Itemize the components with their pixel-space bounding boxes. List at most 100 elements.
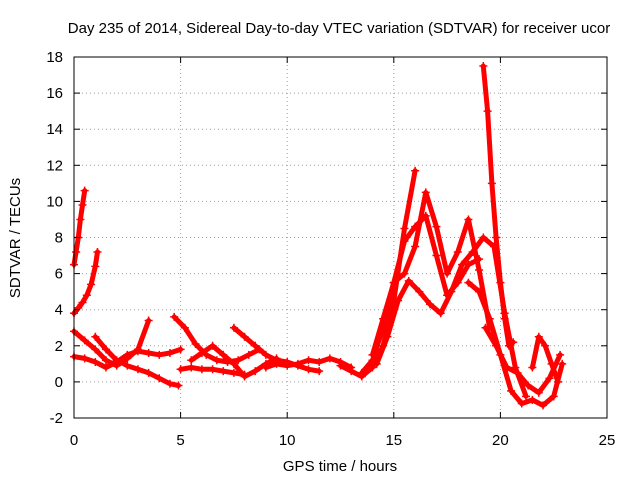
y-tick-label: 10 <box>46 193 63 210</box>
data-point <box>547 359 556 368</box>
data-point <box>517 399 526 408</box>
data-point <box>475 287 484 296</box>
data-point <box>261 350 270 359</box>
y-tick-label: 18 <box>46 49 63 66</box>
series-track-a <box>70 186 89 269</box>
data-point <box>155 374 164 383</box>
data-point <box>487 179 496 188</box>
data-point <box>272 359 281 368</box>
data-point <box>400 224 409 233</box>
data-point <box>464 215 473 224</box>
data-point <box>458 260 467 269</box>
series-track-f <box>170 312 264 367</box>
data-point <box>144 349 153 358</box>
data-point <box>426 300 435 309</box>
data-point <box>432 251 441 260</box>
data-point <box>443 269 452 278</box>
data-point <box>315 358 324 367</box>
data-point <box>174 381 183 390</box>
data-point <box>411 222 420 231</box>
series-line <box>480 63 516 349</box>
data-point <box>283 361 292 370</box>
data-point <box>72 247 81 256</box>
data-point <box>336 361 345 370</box>
data-point <box>549 392 558 401</box>
series-layer <box>70 62 567 410</box>
x-tick-label: 0 <box>70 432 78 449</box>
data-point <box>481 323 490 332</box>
data-point <box>197 349 206 358</box>
data-point <box>389 278 398 287</box>
data-point <box>492 341 501 350</box>
series-line <box>483 325 563 396</box>
data-point <box>528 395 537 404</box>
data-point <box>368 350 377 359</box>
data-point <box>144 368 153 377</box>
data-point <box>432 222 441 231</box>
data-point <box>187 363 196 372</box>
data-point <box>78 298 87 307</box>
data-point <box>101 363 110 372</box>
y-tick-label: 16 <box>46 85 63 102</box>
data-point <box>475 255 484 264</box>
data-point <box>74 303 83 312</box>
series-track-r <box>528 332 562 386</box>
y-tick-label: 6 <box>55 266 63 283</box>
series-track-o <box>479 62 518 350</box>
data-point <box>244 350 253 359</box>
data-point <box>229 368 238 377</box>
data-point <box>208 365 217 374</box>
data-point <box>91 332 100 341</box>
data-point <box>304 356 313 365</box>
y-tick-label: 4 <box>55 302 63 319</box>
y-tick-label: 0 <box>55 374 63 391</box>
data-point <box>415 287 424 296</box>
data-point <box>212 356 221 365</box>
data-point <box>101 345 110 354</box>
data-point <box>524 381 533 390</box>
data-point <box>411 166 420 175</box>
data-point <box>91 358 100 367</box>
data-point <box>447 287 456 296</box>
data-point <box>492 233 501 242</box>
data-point <box>208 341 217 350</box>
data-point <box>251 367 260 376</box>
series-track-e <box>91 332 183 390</box>
data-point <box>80 336 89 345</box>
x-tick-label: 25 <box>599 432 616 449</box>
data-point <box>545 374 554 383</box>
data-point <box>112 356 121 365</box>
y-tick-label: 14 <box>46 121 63 138</box>
data-point <box>468 247 477 256</box>
x-tick-labels: 0 5 10 15 20 25 <box>70 432 616 449</box>
axis-ticks <box>73 56 608 419</box>
y-tick-label: 2 <box>55 338 63 355</box>
data-point <box>507 386 516 395</box>
data-point <box>293 359 302 368</box>
data-point <box>133 347 142 356</box>
data-point <box>187 356 196 365</box>
series-track-q <box>481 323 565 397</box>
data-point <box>513 368 522 377</box>
data-point <box>372 359 381 368</box>
series-track-p <box>464 278 567 410</box>
data-point <box>325 354 334 363</box>
y-tick-label: 12 <box>46 157 63 174</box>
data-point <box>76 215 85 224</box>
data-point <box>553 377 562 386</box>
y-axis-label: SDTVAR / TECUs <box>7 178 24 298</box>
data-point <box>219 367 228 376</box>
data-point <box>176 345 185 354</box>
y-tick-label: -2 <box>50 410 63 427</box>
y-tick-label: 8 <box>55 230 63 247</box>
data-point <box>421 211 430 220</box>
data-point <box>528 363 537 372</box>
data-point <box>123 361 132 370</box>
data-point <box>404 276 413 285</box>
data-point <box>80 186 89 195</box>
series-track-c <box>70 316 153 370</box>
data-point <box>509 338 518 347</box>
data-point <box>539 401 548 410</box>
data-point <box>496 278 505 287</box>
x-tick-label: 20 <box>492 432 509 449</box>
